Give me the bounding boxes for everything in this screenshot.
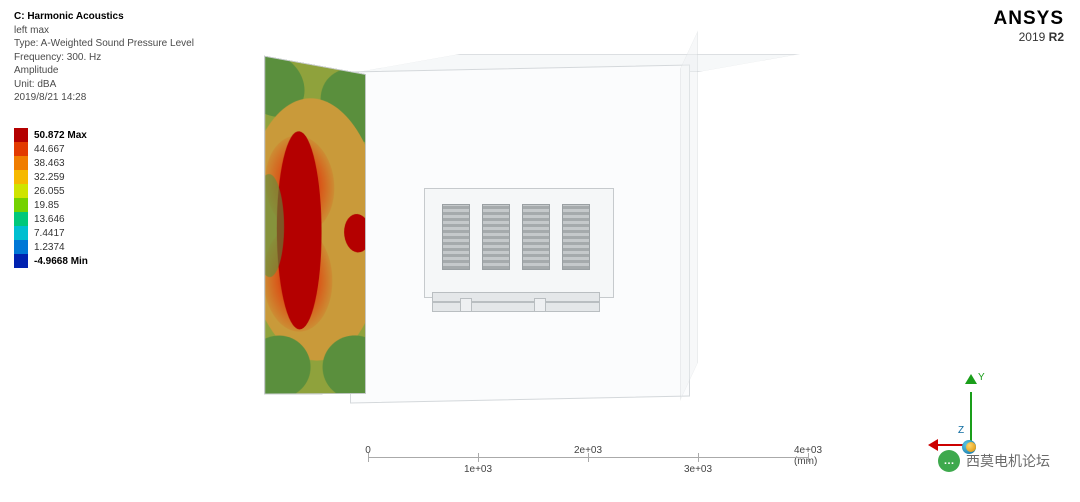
legend-swatch [14,226,28,240]
result-viewport[interactable] [260,60,730,430]
x-axis-arrow [928,439,938,451]
legend-label: 50.872 Max [34,130,87,141]
scalebar-line [368,457,808,458]
legend-label: -4.9668 Min [34,256,88,267]
y-axis-line [970,392,972,446]
amplitude-line: Amplitude [14,64,194,78]
legend-swatch [14,254,28,268]
scalebar-tick [368,453,369,462]
unit-line: Unit: dBA [14,78,194,92]
frequency-line: Frequency: 300. Hz [14,51,194,65]
color-legend: 50.872 Max 44.667 38.463 32.259 26.055 19.85 1… [14,128,88,268]
air-domain-side-face [680,30,698,401]
legend-label: 19.85 [34,200,59,211]
legend-row: 26.055 [14,184,88,198]
scalebar-bottom-labels: 1e+03 3e+03 [368,464,808,476]
legend-row: 44.667 [14,142,88,156]
brand-name: ANSYS [994,8,1064,30]
legend-label: 44.667 [34,144,65,155]
legend-swatch [14,240,28,254]
scalebar-tick [478,453,479,462]
z-axis-label: Z [958,425,964,436]
legend-row: 13.646 [14,212,88,226]
orientation-triad[interactable]: Y Z [920,374,1000,454]
legend-row: 32.259 [14,170,88,184]
coil-1 [442,204,470,270]
brand-version-prefix: 2019 [1019,30,1049,44]
legend-swatch [14,142,28,156]
legend-row: 1.2374 [14,240,88,254]
device-model [424,188,614,298]
analysis-title: C: Harmonic Acoustics [14,10,194,24]
watermark-icon: … [938,450,960,472]
legend-row: 19.85 [14,198,88,212]
coil-3 [522,204,550,270]
legend-row: -4.9668 Min [14,254,88,268]
coil-2 [482,204,510,270]
scalebar-tick [588,453,589,462]
scalebar-bottom-label: 3e+03 [684,464,712,475]
result-info-block: C: Harmonic Acoustics left max Type: A-W… [14,10,194,105]
legend-label: 7.4417 [34,228,65,239]
brand-version-bold: R2 [1049,30,1064,44]
watermark: … 西莫电机论坛 [938,450,1050,472]
legend-row: 38.463 [14,156,88,170]
scalebar-tick [698,453,699,462]
legend-row: 50.872 Max [14,128,88,142]
legend-swatch [14,156,28,170]
legend-swatch [14,170,28,184]
legend-swatch [14,212,28,226]
legend-row: 7.4417 [14,226,88,240]
legend-swatch [14,184,28,198]
result-name: left max [14,24,194,38]
spl-contour-face [264,56,366,395]
legend-label: 1.2374 [34,242,65,253]
coil-4 [562,204,590,270]
y-axis-label: Y [978,372,985,383]
legend-label: 13.646 [34,214,65,225]
scalebar-tick [808,453,809,462]
y-axis-arrow [965,374,977,384]
legend-swatch [14,128,28,142]
brand-version: 2019 R2 [994,30,1064,44]
scale-bar: 02e+034e+03 (mm) 1e+033e+03 [368,445,808,476]
base-rail-back [432,292,600,302]
legend-swatch [14,198,28,212]
brand-block: ANSYS 2019 R2 [994,8,1064,44]
result-type-line: Type: A-Weighted Sound Pressure Level [14,37,194,51]
base-rail-front [432,302,600,312]
watermark-text: 西莫电机论坛 [966,451,1050,471]
legend-label: 32.259 [34,172,65,183]
scalebar-bottom-label: 1e+03 [464,464,492,475]
legend-label: 38.463 [34,158,65,169]
timestamp-line: 2019/8/21 14:28 [14,91,194,105]
legend-label: 26.055 [34,186,65,197]
mount-bracket-2 [534,298,546,312]
mount-bracket-1 [460,298,472,312]
